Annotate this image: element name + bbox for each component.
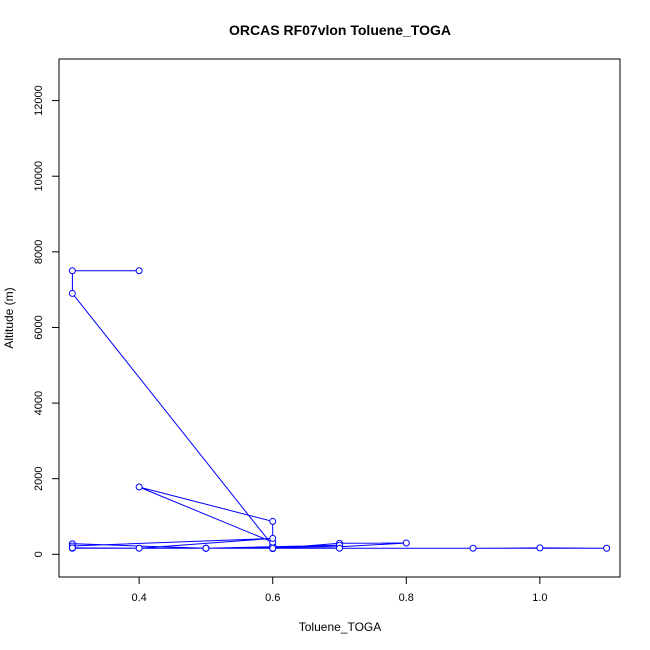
data-point	[135, 483, 143, 491]
x-tick-label: 0.8	[399, 592, 414, 604]
x-tick-label: 1.0	[532, 592, 547, 604]
y-axis-label: Altitude (m)	[2, 287, 16, 348]
x-axis-label: Toluene_TOGA	[299, 620, 382, 634]
series-layer	[68, 267, 611, 553]
chart-title: ORCAS RF07vlon Toluene_TOGA	[229, 22, 451, 38]
data-point	[68, 544, 76, 552]
data-point	[469, 544, 477, 552]
y-axis: 0 2000 4000 6000 8000 10000 12000	[33, 85, 60, 557]
y-tick-label: 4000	[33, 391, 45, 415]
x-tick-label: 0.4	[131, 592, 146, 604]
data-point	[135, 267, 143, 275]
data-point	[402, 539, 410, 547]
data-point	[536, 544, 544, 552]
data-point	[603, 544, 611, 552]
y-tick-label: 2000	[33, 466, 45, 490]
x-tick-label: 0.6	[265, 592, 280, 604]
data-point	[269, 534, 277, 542]
data-point	[202, 544, 210, 552]
x-axis: 0.4 0.6 0.8 1.0	[131, 576, 548, 604]
data-point	[336, 544, 343, 552]
data-point	[269, 544, 277, 552]
data-point	[68, 267, 76, 275]
y-tick-label: 10000	[33, 161, 45, 192]
data-point	[269, 517, 277, 525]
y-tick-label: 8000	[33, 240, 45, 264]
data-point	[135, 544, 143, 552]
y-tick-label: 6000	[33, 315, 45, 339]
y-tick-label: 12000	[33, 85, 45, 116]
y-tick-label: 0	[33, 551, 45, 557]
data-point	[68, 289, 76, 297]
